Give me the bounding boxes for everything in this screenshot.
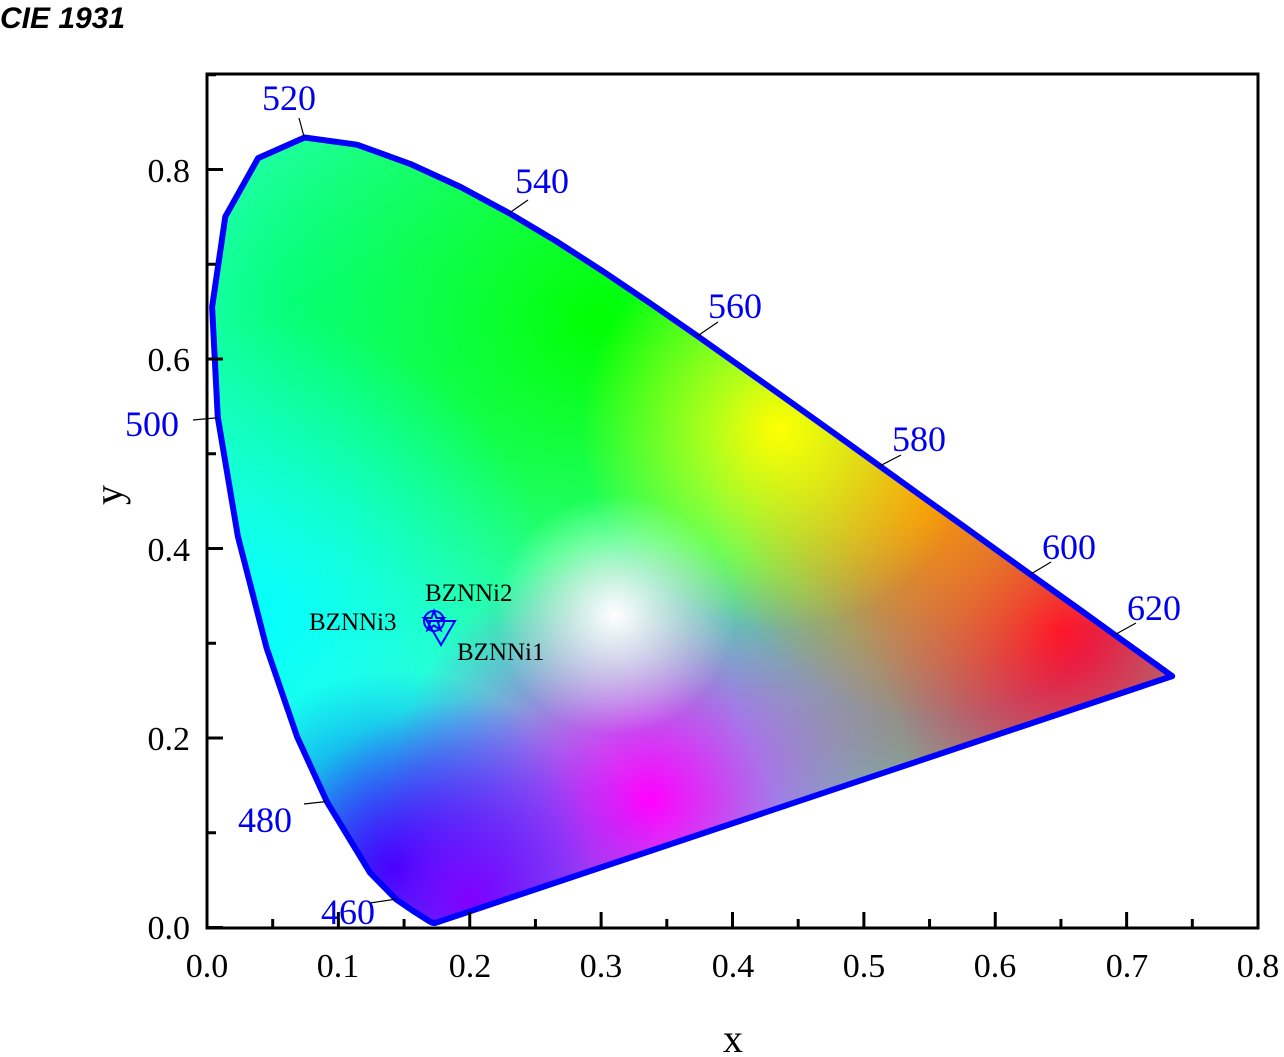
wavelength-label-520: 520: [262, 78, 316, 118]
x-axis-ticks: [205, 912, 1260, 928]
label-bzni2: BZNNi2: [425, 580, 513, 607]
wavelength-leader-line: [303, 800, 327, 805]
wavelength-leader-line: [1114, 622, 1137, 636]
wavelength-label-560: 560: [708, 286, 762, 326]
wavelength-labels: 460 480 500 520 540 560 580 600 620: [125, 78, 1181, 932]
y-axis-tick-labels: 0.0 0.2 0.4 0.6 0.8: [148, 153, 191, 947]
x-tick-label: 0.7: [1106, 948, 1149, 985]
gamut-fill: [212, 137, 1173, 923]
x-axis-label: x: [723, 1016, 743, 1057]
chart-title: CIE 1931: [0, 2, 126, 35]
wavelength-leader-line: [192, 417, 218, 421]
x-tick-label: 0.4: [712, 948, 755, 985]
y-axis-label: y: [86, 485, 131, 505]
x-tick-label: 0.6: [974, 948, 1017, 985]
wavelength-label-500: 500: [125, 404, 179, 444]
y-tick-label: 0.6: [148, 342, 191, 379]
y-tick-label: 0.0: [148, 910, 191, 947]
marker-bzni1-triangle-down: [425, 620, 457, 647]
x-tick-label: 0.5: [843, 948, 886, 985]
wavelength-label-620: 620: [1127, 588, 1181, 628]
marker-bzni3-star: [421, 608, 447, 633]
wavelength-label-480: 480: [238, 800, 292, 840]
wavelength-label-600: 600: [1042, 527, 1096, 567]
label-bzni3: BZNNi3: [309, 609, 397, 636]
x-tick-label: 0.8: [1237, 948, 1280, 985]
data-markers: [421, 608, 457, 647]
x-tick-label: 0.1: [317, 948, 360, 985]
y-axis-ticks: [207, 73, 223, 929]
y-tick-label: 0.8: [148, 153, 191, 190]
wavelength-leader-line: [696, 321, 719, 337]
wavelength-leader-line: [508, 199, 529, 214]
wavelength-leader-line: [1030, 561, 1052, 575]
spectral-locus-outline: [209, 134, 1176, 926]
wavelength-leader-line: [879, 454, 902, 467]
y-tick-label: 0.2: [148, 721, 191, 758]
x-axis-tick-labels: 0.0 0.1 0.2 0.3 0.4 0.5 0.6 0.7 0.8: [186, 948, 1280, 985]
x-tick-label: 0.0: [186, 948, 229, 985]
wavelength-label-540: 540: [515, 161, 569, 201]
wavelength-leader-line: [298, 117, 305, 138]
label-bzni1: BZNNi1: [457, 639, 545, 666]
y-tick-label: 0.4: [148, 532, 191, 569]
x-tick-label: 0.2: [449, 948, 492, 985]
wavelength-label-460: 460: [321, 892, 375, 932]
wavelength-leader-line: [369, 898, 397, 904]
wavelength-label-580: 580: [892, 419, 946, 459]
x-tick-label: 0.3: [580, 948, 623, 985]
